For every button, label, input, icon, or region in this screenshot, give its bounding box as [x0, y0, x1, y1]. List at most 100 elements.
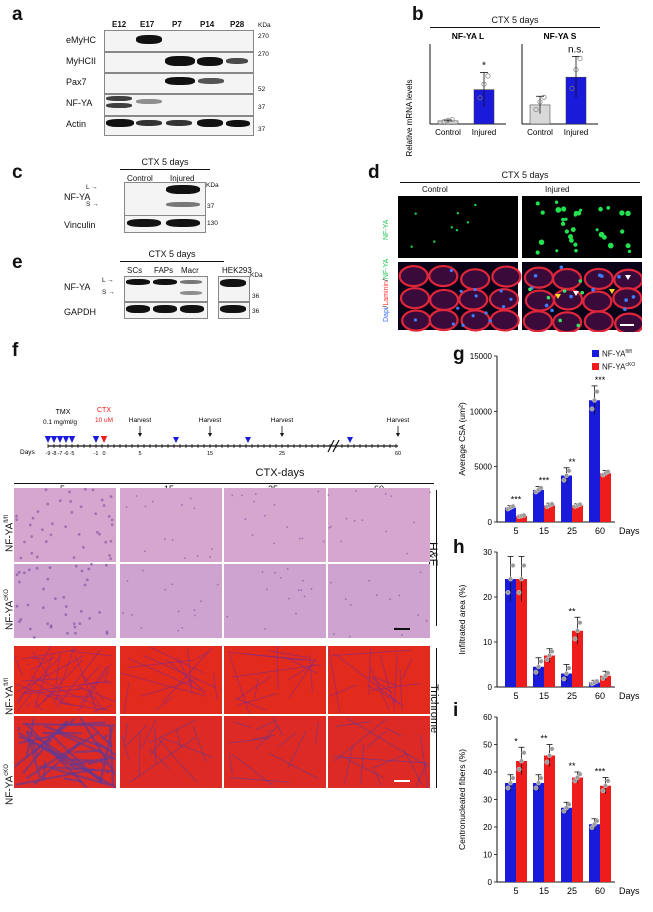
cell-nucleus [74, 631, 77, 635]
data-point [592, 821, 597, 827]
if-control-nfya [398, 196, 518, 258]
bar-cko [600, 473, 611, 522]
nucleus-dot [540, 210, 545, 215]
row-label-actin: Actin [66, 119, 87, 129]
dapi-nucleus [580, 290, 585, 295]
data-point [516, 766, 522, 772]
data-point [573, 67, 579, 73]
fibrosis-line [177, 657, 193, 687]
muscle-fiber [428, 308, 459, 332]
data-point [564, 473, 569, 478]
harvest-arrowhead [280, 433, 284, 437]
panel-label-e: e [12, 252, 23, 273]
fibrosis-line [402, 658, 413, 679]
significance-label: ** [568, 606, 576, 616]
data-point [544, 657, 550, 662]
cell-nucleus [17, 620, 21, 624]
blot-strip [104, 94, 254, 116]
nucleus-dot [433, 240, 436, 243]
dapi-nucleus [544, 303, 549, 308]
significance-label: *** [595, 375, 606, 385]
cell-nucleus [30, 535, 34, 538]
data-point [521, 750, 527, 756]
cell-nucleus [286, 526, 289, 528]
cell-nucleus [80, 569, 84, 573]
blot-band [136, 99, 162, 104]
nucleus-dot [573, 242, 578, 247]
data-point [508, 576, 513, 582]
scale-bar [620, 324, 634, 326]
bar-flfl [533, 489, 544, 522]
marker-a-4: 37 [258, 104, 266, 111]
fibrosis-line [17, 645, 52, 705]
harvest-arrowhead [208, 433, 212, 437]
data-point [485, 73, 491, 79]
data-point [575, 775, 580, 780]
cell-nucleus [189, 497, 192, 500]
cell-nucleus [44, 488, 48, 492]
bar-flfl [505, 579, 516, 687]
cell-nucleus [18, 580, 21, 584]
fibrosis-line [149, 738, 164, 756]
fibrosis-line [16, 683, 73, 706]
blot-strip [104, 30, 254, 52]
fibrosis-line [366, 730, 387, 748]
cell-nucleus [53, 597, 57, 601]
bar-flfl [589, 400, 600, 522]
cell-nucleus [72, 622, 76, 626]
data-point [533, 785, 539, 791]
blot-band [153, 305, 177, 313]
bar-cko [544, 755, 555, 882]
cell-nucleus [398, 594, 401, 597]
data-point [605, 469, 611, 475]
data-point [533, 106, 539, 113]
cell-nucleus [295, 612, 297, 615]
ctx-label: CTX [97, 407, 111, 414]
cell-nucleus [144, 550, 146, 553]
histology-image [328, 646, 430, 714]
data-point [603, 783, 608, 789]
data-point [477, 95, 483, 101]
histology-image [328, 564, 430, 638]
fibrosis-line [25, 731, 41, 778]
col-label-control: Control [422, 185, 448, 194]
cell-nucleus [40, 528, 44, 532]
nucleus-dot [567, 234, 574, 240]
nucleus-dot [576, 210, 582, 216]
histology-image [120, 646, 222, 714]
data-point [547, 653, 552, 658]
fibrosis-line [73, 732, 98, 749]
nucleus-dot [410, 245, 413, 248]
data-point [510, 503, 516, 509]
fibrosis-line [187, 648, 193, 695]
cell-nucleus [27, 568, 31, 572]
panel-b-title: CTX 5 days [491, 15, 539, 25]
data-point [564, 671, 569, 676]
y-tick-label: 5000 [474, 463, 492, 472]
fibrosis-line [70, 650, 112, 657]
fibrosis-line [105, 770, 110, 774]
fibrosis-line [143, 655, 217, 689]
cell-nucleus [266, 588, 268, 591]
dapi-nucleus [449, 268, 453, 273]
histology-image [224, 716, 326, 788]
fibrosis-line [234, 697, 267, 711]
cell-nucleus [177, 629, 180, 632]
harvest-label: Harvest [271, 417, 294, 424]
data-point [605, 778, 611, 784]
blot-band [220, 305, 246, 313]
fibrosis-line [31, 740, 39, 758]
cell-nucleus [194, 614, 196, 617]
dapi-nucleus [474, 294, 478, 298]
cell-nucleus [413, 521, 415, 524]
cell-nucleus [151, 500, 154, 503]
day-tick-label: 15 [207, 451, 213, 457]
fibrosis-line [42, 761, 47, 781]
cell-nucleus [70, 510, 74, 514]
arrowhead [555, 294, 561, 299]
panel-label-b: b [412, 4, 424, 25]
cell-nucleus [200, 600, 203, 603]
blot-band [166, 202, 200, 207]
fibrosis-line [266, 729, 272, 732]
nucleus-dot [554, 200, 559, 204]
